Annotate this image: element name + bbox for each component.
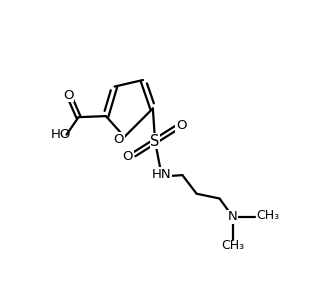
Text: CH₃: CH₃ [221,239,244,252]
Text: O: O [63,89,73,102]
Text: CH₃: CH₃ [257,209,280,222]
Text: O: O [114,133,124,145]
Text: O: O [176,120,186,132]
Text: HO: HO [51,128,71,141]
Text: N: N [228,210,238,223]
Text: O: O [123,150,133,163]
Text: HN: HN [152,168,171,181]
Text: S: S [150,134,160,149]
